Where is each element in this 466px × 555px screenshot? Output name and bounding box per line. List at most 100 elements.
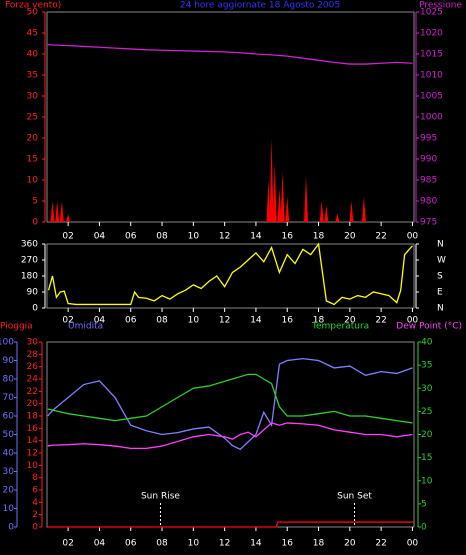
y-tick-label: 20 — [27, 399, 39, 409]
wind-spike — [349, 201, 354, 222]
x-tick-label: 04 — [94, 232, 106, 242]
y-tick-label: 1020 — [420, 29, 443, 39]
y-tick-label: S — [437, 272, 443, 282]
x-tick-label: 08 — [156, 539, 168, 549]
x-tick-label: 00 — [407, 539, 419, 549]
wind-spike — [319, 201, 324, 222]
y-tick-label: 990 — [420, 155, 437, 165]
wind-spike — [324, 205, 329, 222]
x-tick-label: 12 — [219, 539, 230, 549]
axis-title: Forza vento) — [5, 1, 61, 11]
x-tick-label: 08 — [156, 232, 168, 242]
x-tick-label: 12 — [219, 316, 230, 326]
x-tick-label: 12 — [219, 232, 230, 242]
y-tick-label: E — [437, 288, 443, 298]
y-tick-label: 1025 — [420, 8, 443, 18]
y-tick-label: 1015 — [420, 50, 443, 60]
y-tick-label: 8 — [32, 473, 38, 483]
x-tick-label: 06 — [125, 232, 137, 242]
y-tick-label: 12 — [27, 449, 38, 459]
x-tick-label: 10 — [188, 539, 200, 549]
x-tick-label: 16 — [282, 232, 294, 242]
wind-spike — [361, 196, 366, 222]
x-tick-label: 02 — [62, 316, 73, 326]
series-line — [47, 44, 413, 65]
y-tick-label: 60 — [3, 412, 15, 422]
wind-spike — [66, 213, 71, 222]
y-tick-label: N — [437, 240, 444, 250]
x-tick-label: 10 — [188, 316, 200, 326]
y-tick-label: 2 — [32, 510, 38, 520]
x-tick-label: 10 — [188, 232, 200, 242]
wind-spike — [285, 196, 290, 222]
y-tick-label: 35 — [27, 71, 38, 81]
wind-spike — [50, 201, 55, 222]
wind-spike — [304, 175, 309, 222]
x-tick-label: 20 — [344, 232, 356, 242]
y-tick-label: 1005 — [420, 92, 443, 102]
x-tick-label: 08 — [156, 316, 168, 326]
y-tick-label: 15 — [27, 155, 38, 165]
axis-title: Umidita — [68, 322, 103, 332]
x-tick-label: 18 — [313, 316, 325, 326]
y-tick-label: 50 — [27, 8, 39, 18]
x-tick-label: 06 — [125, 539, 137, 549]
wind-spike — [59, 201, 64, 222]
y-tick-label: 10 — [3, 504, 15, 514]
y-tick-label: W — [437, 256, 446, 266]
x-tick-label: 20 — [344, 539, 356, 549]
series-line — [47, 422, 413, 450]
y-tick-label: 270 — [21, 256, 38, 266]
y-tick-label: 22 — [27, 387, 38, 397]
y-tick-label: 10 — [27, 461, 39, 471]
x-tick-label: 00 — [407, 232, 419, 242]
y-tick-label: 16 — [27, 424, 39, 434]
y-tick-label: 35 — [421, 361, 432, 371]
y-tick-label: N — [437, 304, 444, 314]
wind-spike — [269, 138, 274, 222]
y-tick-label: 18 — [27, 412, 39, 422]
wind-spike — [266, 180, 271, 222]
y-tick-label: 90 — [3, 356, 15, 366]
y-tick-label: 5 — [421, 499, 427, 509]
y-tick-label: 20 — [3, 486, 15, 496]
y-tick-label: 4 — [32, 498, 38, 508]
x-tick-label: 16 — [282, 539, 294, 549]
y-tick-label: 90 — [27, 288, 39, 298]
x-tick-label: 14 — [250, 316, 262, 326]
wind-spike — [272, 163, 277, 222]
series-line — [47, 373, 413, 424]
x-tick-label: 18 — [313, 539, 325, 549]
series-line — [47, 521, 414, 528]
x-tick-label: 04 — [94, 539, 106, 549]
x-tick-label: 18 — [313, 232, 325, 242]
y-tick-label: 980 — [420, 197, 437, 207]
x-tick-label: 22 — [375, 539, 386, 549]
y-tick-label: 50 — [3, 430, 15, 440]
y-tick-label: 10 — [421, 476, 433, 486]
y-tick-label: 40 — [421, 338, 433, 348]
y-tick-label: 5 — [32, 197, 38, 207]
x-tick-label: 22 — [375, 232, 386, 242]
y-tick-label: 0 — [421, 523, 427, 533]
x-tick-label: 20 — [344, 316, 356, 326]
y-tick-label: 70 — [3, 393, 15, 403]
y-tick-label: 25 — [27, 113, 38, 123]
axis-title: Temperatura — [311, 322, 369, 332]
y-tick-label: 995 — [420, 134, 437, 144]
x-tick-label: 02 — [62, 232, 73, 242]
x-tick-label: 00 — [407, 316, 419, 326]
y-tick-label: 0 — [32, 218, 38, 228]
axis-title: Pioggia — [0, 322, 33, 332]
y-tick-label: 1000 — [420, 113, 443, 123]
y-tick-label: 20 — [27, 134, 39, 144]
y-tick-label: 15 — [421, 453, 432, 463]
y-tick-label: 45 — [27, 29, 38, 39]
wind-spike — [280, 171, 285, 222]
plot-frame — [46, 11, 415, 223]
x-tick-label: 22 — [375, 316, 386, 326]
y-tick-label: 0 — [8, 523, 14, 533]
y-tick-label: 40 — [3, 449, 15, 459]
y-tick-label: 30 — [27, 338, 39, 348]
y-tick-label: 30 — [421, 384, 433, 394]
